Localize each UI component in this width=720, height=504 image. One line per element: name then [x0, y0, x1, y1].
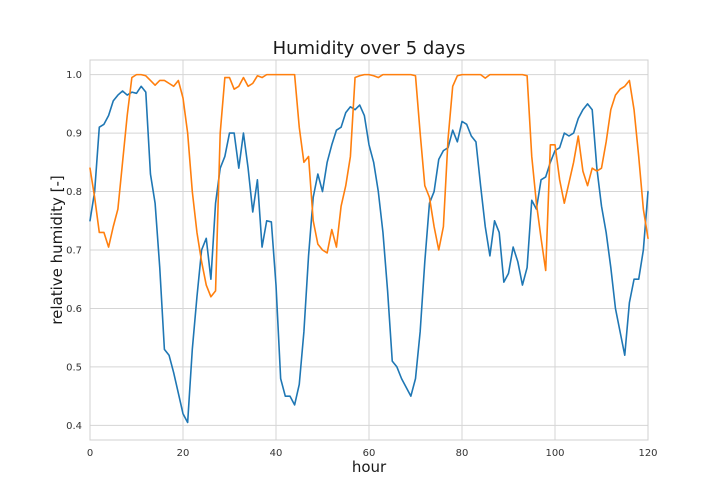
x-tick-label: 120 — [638, 448, 657, 459]
y-tick-label: 1.0 — [66, 70, 82, 81]
grid — [89, 60, 649, 440]
x-tick-label: 40 — [270, 448, 283, 459]
y-tick-label: 0.8 — [66, 187, 82, 198]
y-tick-label: 0.4 — [66, 421, 82, 432]
x-axis-label: hour — [352, 458, 387, 476]
series-line-2 — [89, 73, 649, 298]
series-layer — [89, 73, 649, 424]
chart-title: Humidity over 5 days — [273, 38, 466, 59]
x-tick-label: 80 — [456, 448, 469, 459]
x-tick-label: 20 — [177, 448, 190, 459]
y-tick-label: 0.7 — [66, 246, 82, 257]
x-tick-labels: 0 20 40 60 80 100 120 — [87, 448, 658, 459]
y-tick-labels: 0.4 0.5 0.6 0.7 0.8 0.9 1.0 — [66, 70, 82, 432]
y-tick-label: 0.6 — [66, 304, 82, 315]
y-axis-label: relative humidity [-] — [48, 175, 66, 324]
x-tick-label: 100 — [545, 448, 564, 459]
axes-frame — [89, 59, 649, 441]
x-tick-label: 0 — [87, 448, 93, 459]
x-tick-label: 60 — [363, 448, 376, 459]
y-tick-label: 0.5 — [66, 362, 82, 373]
y-tick-label: 0.9 — [66, 129, 82, 140]
